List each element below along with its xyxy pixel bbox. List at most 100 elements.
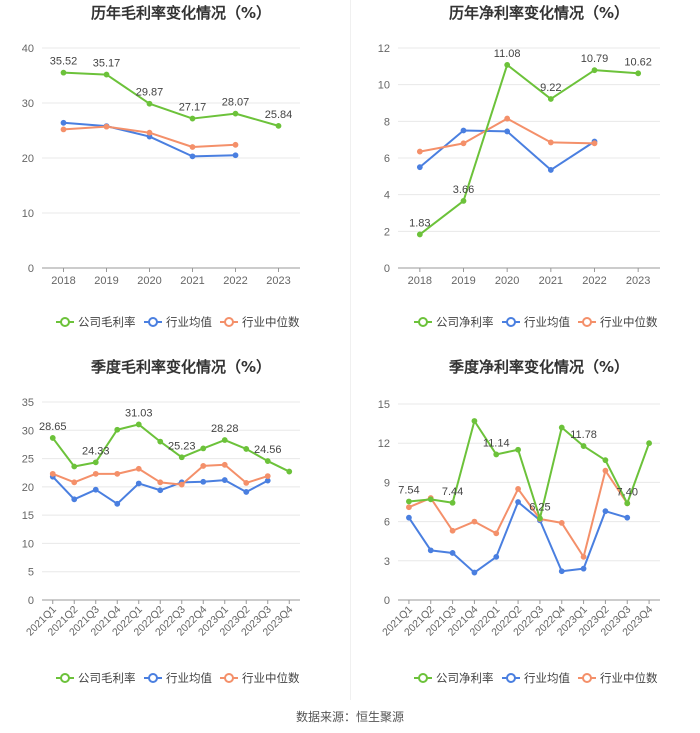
- data-label: 25.23: [168, 440, 196, 452]
- legend-marker: [60, 317, 70, 327]
- data-point-industry_median: [60, 126, 67, 133]
- chart-4: 季度净利率变化情况（%）036912152021Q12021Q22021Q320…: [378, 358, 660, 685]
- data-point-industry_avg: [406, 514, 412, 521]
- legend-item-industry_median: 行业中位数: [578, 315, 658, 329]
- data-point-industry_median: [49, 470, 56, 477]
- data-label: 35.52: [50, 56, 78, 68]
- legend-item-industry_avg: 行业均值: [144, 315, 212, 329]
- chart-title: 季度净利率变化情况（%）: [449, 358, 629, 376]
- data-point-company: [135, 421, 142, 428]
- data-point-company: [157, 438, 164, 445]
- data-point-company: [286, 468, 293, 475]
- series-line-industry_avg: [419, 129, 596, 171]
- data-source-note: 数据来源：恒生聚源: [295, 710, 404, 724]
- data-point-company: [504, 61, 511, 68]
- legend-item-industry_avg: 行业均值: [502, 315, 570, 329]
- data-point-industry_avg: [221, 477, 228, 483]
- data-point-industry_median: [406, 504, 412, 511]
- data-point-company: [114, 426, 121, 433]
- chart-3: 季度毛利率变化情况（%）051015202530352021Q12021Q220…: [22, 358, 300, 685]
- data-point-company: [493, 451, 500, 458]
- data-point-company: [71, 463, 78, 470]
- legend-label: 行业均值: [166, 671, 212, 685]
- data-point-company: [189, 115, 196, 122]
- y-tick-label: 40: [22, 43, 34, 55]
- chart-title: 历年净利率变化情况（%）: [449, 4, 629, 22]
- data-point-industry_avg: [504, 128, 511, 135]
- data-label: 11.14: [483, 437, 510, 449]
- data-label: 35.17: [93, 58, 121, 70]
- data-point-company: [460, 198, 467, 204]
- x-tick-label: 2021: [180, 275, 204, 287]
- data-point-industry_avg: [515, 499, 521, 505]
- y-tick-label: 35: [22, 397, 34, 409]
- legend-item-industry_median: 行业中位数: [220, 671, 300, 685]
- y-tick-label: 0: [28, 595, 34, 607]
- y-tick-label: 0: [384, 595, 390, 607]
- data-label: 11.08: [494, 48, 521, 60]
- data-point-industry_avg: [580, 565, 587, 572]
- data-point-industry_avg: [157, 487, 164, 494]
- y-tick-label: 12: [378, 43, 390, 55]
- x-tick-label: 2018: [51, 275, 75, 287]
- y-tick-label: 2: [384, 226, 390, 238]
- data-point-industry_avg: [547, 167, 554, 173]
- data-point-company: [635, 70, 642, 77]
- data-label: 3.66: [453, 184, 474, 196]
- data-point-industry_median: [146, 129, 153, 136]
- legend-marker: [582, 317, 592, 327]
- data-point-industry_median: [92, 470, 99, 477]
- data-point-industry_median: [178, 481, 185, 488]
- data-point-company: [221, 437, 228, 443]
- data-point-industry_avg: [427, 547, 434, 554]
- legend-item-industry_avg: 行业均值: [144, 671, 212, 685]
- y-tick-label: 20: [22, 153, 34, 165]
- legend-marker: [418, 673, 428, 683]
- data-label: 7.44: [442, 486, 463, 498]
- data-label: 6.25: [529, 501, 550, 513]
- x-tick-label: 2020: [495, 275, 519, 287]
- series-line-industry_median: [419, 117, 595, 153]
- legend-item-company: 公司净利率: [414, 671, 494, 685]
- data-point-company: [232, 110, 239, 117]
- data-label: 24.33: [82, 445, 110, 457]
- data-point-industry_median: [449, 527, 456, 534]
- y-tick-label: 20: [22, 482, 34, 494]
- data-point-company: [515, 446, 521, 453]
- data-point-industry_median: [493, 530, 500, 537]
- legend-item-industry_median: 行业中位数: [220, 315, 300, 329]
- y-tick-label: 12: [378, 438, 390, 450]
- series-line-company: [51, 423, 290, 473]
- data-label: 24.56: [254, 444, 282, 456]
- data-point-company: [92, 459, 99, 466]
- x-tick-label: 2022: [223, 275, 247, 287]
- y-tick-label: 10: [22, 208, 34, 220]
- data-label: 27.17: [179, 102, 207, 114]
- data-point-industry_avg: [558, 568, 565, 575]
- data-label: 9.22: [540, 82, 561, 94]
- data-label: 25.84: [265, 109, 293, 121]
- chart-2: 历年净利率变化情况（%） 0 2 4 6 8 10 12 2018 2019 2020 2021 202…: [378, 4, 660, 329]
- data-point-company: [264, 458, 271, 464]
- series-line-company: [419, 63, 639, 236]
- data-point-company: [558, 424, 565, 431]
- data-point-industry_median: [114, 470, 121, 477]
- data-point-company: [591, 67, 598, 74]
- data-point-industry_median: [471, 518, 478, 525]
- data-label: 29.87: [136, 87, 164, 99]
- data-point-company: [646, 440, 652, 447]
- data-point-industry_avg: [135, 480, 142, 487]
- data-point-company: [580, 443, 587, 449]
- y-tick-label: 0: [384, 263, 390, 275]
- legend-item-company: 公司净利率: [414, 315, 494, 329]
- data-point-company: [416, 231, 423, 238]
- legend-label: 行业中位数: [242, 315, 300, 329]
- data-point-company: [406, 498, 412, 505]
- x-tick-label: 2020: [137, 275, 161, 287]
- data-point-company: [49, 435, 56, 441]
- data-point-company: [275, 122, 282, 129]
- data-point-industry_median: [189, 144, 196, 150]
- y-tick-label: 10: [378, 80, 390, 92]
- y-tick-label: 6: [384, 153, 390, 165]
- data-point-company: [178, 454, 185, 461]
